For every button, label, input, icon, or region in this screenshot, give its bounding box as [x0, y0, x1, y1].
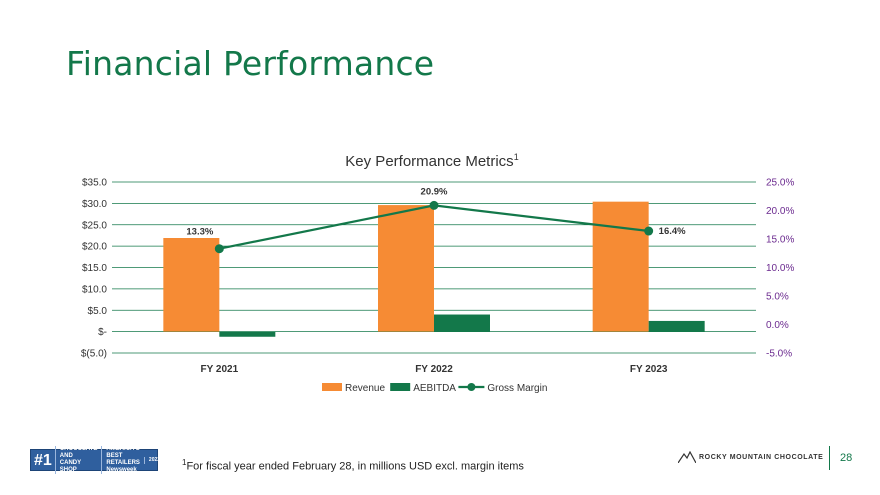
category-label: FY 2021 — [201, 364, 239, 375]
logo-text: ROCKY MOUNTAIN CHOCOLATE — [699, 453, 824, 461]
best-retailers-badge: #1 CHOCOLATE AND CANDY SHOP AMERICA'S BE… — [30, 446, 160, 474]
left-tick-label: $25.0 — [82, 220, 107, 231]
left-tick-label: $30.0 — [82, 199, 107, 210]
page-title: Financial Performance — [66, 44, 435, 83]
gross-margin-data-label: 13.3% — [186, 227, 213, 238]
chart-title-text: Key Performance Metrics — [345, 153, 513, 170]
footnote: 1For fiscal year ended February 28, in m… — [182, 458, 524, 473]
left-tick-label: $- — [98, 327, 107, 338]
aebitda-bar — [219, 331, 276, 337]
right-tick-label: 10.0% — [766, 263, 794, 274]
gross-margin-point — [429, 200, 439, 210]
chart-title: Key Performance Metrics1 — [345, 152, 518, 170]
gross-margin-point — [644, 226, 654, 236]
right-tick-label: 5.0% — [766, 292, 789, 303]
legend-swatch — [322, 383, 342, 391]
aebitda-bar — [434, 314, 490, 332]
footnote-text: For fiscal year ended February 28, in mi… — [186, 460, 524, 473]
badge-award2: RETAILERS — [106, 460, 140, 466]
badge-line3: CANDY SHOP — [59, 460, 82, 473]
page-number: 28 — [840, 452, 853, 464]
gross-margin-point — [214, 244, 224, 254]
badge-award1: AMERICA'S BEST — [106, 446, 140, 459]
left-tick-label: $5.0 — [88, 306, 108, 317]
badge-rank: #1 — [34, 451, 52, 469]
badge-line2: AND — [59, 453, 73, 459]
left-tick-label: $10.0 — [82, 284, 107, 295]
left-tick-label: $15.0 — [82, 263, 107, 274]
footer-divider — [829, 446, 830, 470]
gross-margin-data-label: 20.9% — [421, 186, 448, 197]
revenue-bar — [163, 238, 220, 332]
legend-swatch — [390, 383, 411, 391]
right-tick-label: 20.0% — [766, 206, 794, 217]
badge-award-text: AMERICA'S BEST RETAILERS Newsweek — [101, 446, 144, 474]
gross-margin-data-label: 16.4% — [659, 226, 686, 237]
revenue-bar — [378, 205, 434, 332]
aebitda-bar — [648, 320, 705, 332]
left-tick-label: $(5.0) — [81, 349, 107, 360]
footnote-marker: 1 — [182, 458, 187, 467]
right-tick-label: -5.0% — [766, 349, 792, 360]
badge-award3: Newsweek — [106, 467, 137, 473]
left-tick-label: $35.0 — [82, 178, 107, 189]
mountain-icon — [678, 451, 696, 463]
company-logo: ROCKY MOUNTAIN CHOCOLATE — [678, 451, 823, 463]
badge-shop-text: CHOCOLATE AND CANDY SHOP — [54, 446, 102, 474]
legend-label: AEBITDA — [413, 383, 456, 394]
category-label: FY 2022 — [415, 364, 453, 375]
legend-label: Revenue — [345, 383, 385, 394]
category-label: FY 2023 — [630, 364, 668, 375]
revenue-bar — [592, 201, 649, 332]
right-tick-label: 25.0% — [766, 178, 794, 189]
legend-label: Gross Margin — [487, 383, 547, 394]
badge-line1: CHOCOLATE — [59, 446, 98, 452]
badge-year: 2022 — [143, 456, 164, 464]
legend-swatch-marker — [467, 383, 476, 391]
left-tick-label: $20.0 — [82, 242, 107, 253]
right-tick-label: 0.0% — [766, 320, 789, 331]
right-tick-label: 15.0% — [766, 235, 794, 246]
chart-title-superscript: 1 — [514, 152, 519, 162]
